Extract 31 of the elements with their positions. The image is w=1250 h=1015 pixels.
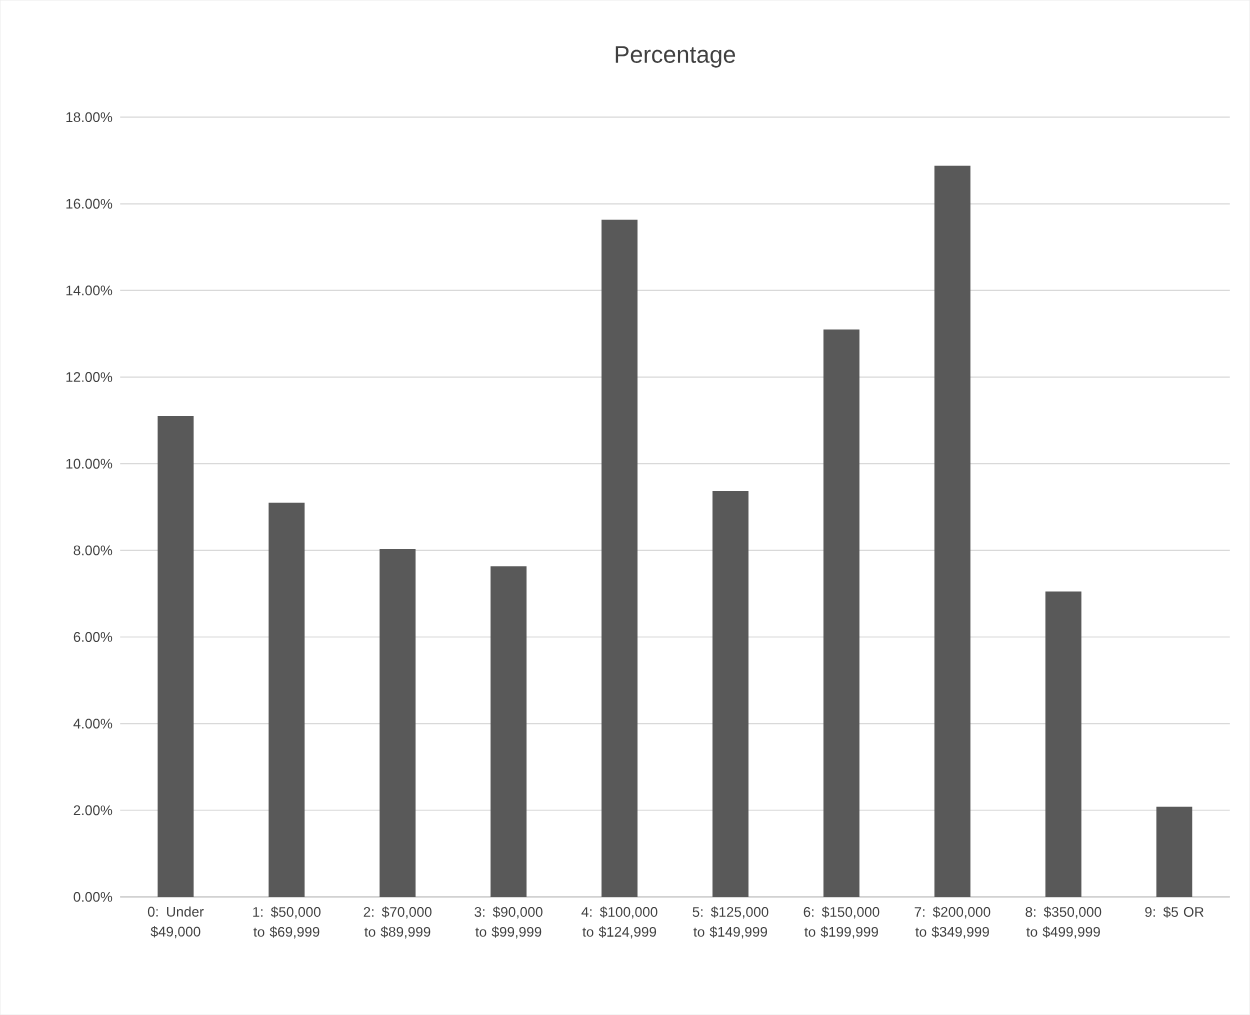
y-tick-label: 12.00% [66, 372, 113, 382]
x-tick-label: 0: Under $49,000 [147, 906, 204, 939]
x-tick-label: 4: $100,000 to $124,999 [581, 906, 658, 939]
x-tick-label: 5: $125,000 to $149,999 [692, 906, 769, 939]
x-tick-label: 8: $350,000 to $499,999 [1025, 906, 1102, 939]
y-tick-label: 18.00% [66, 112, 113, 123]
bar [1156, 806, 1193, 897]
y-tick-label: 8.00% [73, 545, 113, 556]
bar [490, 566, 527, 897]
y-tick-label: 16.00% [66, 198, 113, 209]
chart-title: Percentage [615, 46, 736, 68]
x-tick-label: 9: $5 OR [1145, 906, 1204, 918]
bar [268, 502, 305, 897]
bar [379, 549, 416, 897]
x-tick-label: 3: $90,000 to $99,999 [474, 906, 543, 939]
bar [601, 219, 638, 897]
y-tick-label: 4.00% [73, 718, 113, 729]
y-tick-label: 0.00% [73, 891, 113, 902]
y-tick-label: 2.00% [73, 805, 113, 816]
x-tick-label: 2: $70,000 to $89,999 [363, 906, 432, 939]
bar [1045, 591, 1082, 897]
y-tick-label: 6.00% [73, 632, 113, 642]
bar [712, 490, 749, 897]
bar [934, 165, 971, 897]
bar [823, 329, 860, 897]
y-tick-label: 10.00% [66, 458, 113, 469]
bar [157, 416, 194, 897]
y-tick-label: 14.00% [66, 285, 113, 296]
x-tick-label: 7: $200,000 to $349,999 [914, 906, 991, 939]
x-tick-label: 1: $50,000 to $69,999 [253, 906, 321, 939]
x-tick-label: 6: $150,000 to $199,999 [803, 906, 880, 939]
